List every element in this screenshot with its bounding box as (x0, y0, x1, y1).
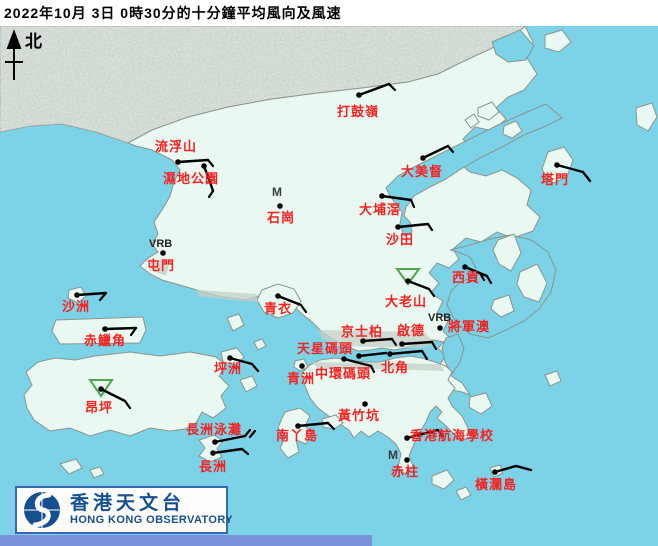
station-dot (74, 292, 80, 298)
wind-barb-tick (248, 429, 257, 439)
station-dot (98, 386, 104, 392)
wind-barb (75, 291, 108, 297)
north-label: 北 (25, 32, 42, 51)
wind-barb-tick (369, 364, 376, 374)
station-dot (404, 457, 410, 463)
station-dot (227, 355, 233, 361)
wind-barb-tick (250, 362, 260, 373)
bays (385, 29, 563, 375)
wind-barb (213, 434, 247, 444)
wind-barb (361, 337, 394, 343)
wind-barb (103, 326, 138, 331)
station-dot (356, 92, 362, 98)
wind-barb-tick (123, 399, 132, 410)
wind-barb-tick (207, 189, 215, 199)
wind-barb (493, 464, 533, 474)
station-dot (405, 278, 411, 284)
station-dot (399, 341, 405, 347)
wind-barb-tick (299, 303, 308, 314)
station-dot (175, 159, 181, 165)
wind-barb-tick (485, 274, 493, 285)
wind-barb-tick (243, 428, 252, 438)
station-dot (420, 155, 426, 161)
wind-barb-tick (387, 82, 397, 92)
wind-barb-tick (427, 287, 436, 298)
wind-barb (388, 349, 424, 356)
wind-barb-tick (240, 447, 250, 456)
wind-barb (380, 194, 413, 202)
wind-barb (99, 387, 127, 403)
wind-barb-tick (478, 271, 486, 282)
wind-barb (276, 294, 303, 307)
wind-barb (400, 340, 434, 346)
hko-logo-banner: 香港天文台 HONG KONG OBSERVATORY (15, 486, 233, 534)
station-dot (492, 469, 498, 475)
triangle-marker (395, 268, 421, 286)
station-dot (379, 193, 385, 199)
wind-barb-tick (420, 349, 429, 361)
station-dot (299, 363, 305, 369)
north-arrow-icon (5, 29, 23, 80)
wind-barb (357, 82, 391, 97)
station-dot (356, 353, 362, 359)
station-dot (387, 351, 393, 357)
wind-barb (228, 356, 254, 366)
banner-strip (0, 535, 372, 546)
wind-barb (357, 351, 388, 358)
wind-barb (421, 144, 450, 160)
title-strip (0, 0, 658, 26)
wind-barb (342, 357, 373, 368)
station-dot (554, 162, 560, 168)
station-dot (212, 439, 218, 445)
station-dot (360, 338, 366, 344)
station-dot (275, 293, 281, 299)
wind-barb-tick (129, 326, 138, 337)
hko-logo-icon (22, 490, 62, 530)
wind-barb-tick (409, 198, 416, 209)
wind-barb-tick (326, 421, 336, 431)
wind-barb (405, 428, 440, 440)
islands (23, 29, 658, 501)
station-dot (102, 326, 108, 332)
station-dot (462, 264, 468, 270)
urban-area-shenzhen (0, 25, 527, 144)
wind-barb (176, 158, 210, 164)
station-dot (201, 163, 207, 169)
hko-name-english: HONG KONG OBSERVATORY (70, 514, 234, 526)
wind-barb (406, 279, 431, 291)
wind-barb-tick (426, 222, 434, 232)
station-dot (210, 450, 216, 456)
wind-barb-tick (206, 158, 215, 168)
wind-barb-tick (446, 144, 455, 154)
station-layer (74, 82, 592, 475)
wind-barb-tick (436, 428, 445, 438)
wind-barb (296, 421, 330, 428)
wind-barb (202, 164, 215, 193)
station-dot (295, 423, 301, 429)
station-dot (395, 224, 401, 230)
wind-barb (463, 265, 489, 278)
station-dot (437, 325, 443, 331)
station-dot (341, 356, 347, 362)
triangle-marker (88, 379, 114, 398)
station-dot (404, 435, 410, 441)
hko-name-chinese: 香港天文台 (70, 493, 186, 514)
wind-barb-tick (430, 340, 438, 351)
wind-barb-tick (390, 337, 398, 347)
wind-barb (211, 447, 244, 455)
wind-barb (555, 163, 592, 183)
wind-barb (396, 222, 430, 229)
map-title: 2022年10月 3日 0時30分的十分鐘平均風向及風速 (4, 5, 342, 21)
station-dot (362, 401, 368, 407)
station-dot (277, 203, 283, 209)
wind-barb-tick (98, 291, 108, 302)
station-dot (160, 250, 166, 256)
